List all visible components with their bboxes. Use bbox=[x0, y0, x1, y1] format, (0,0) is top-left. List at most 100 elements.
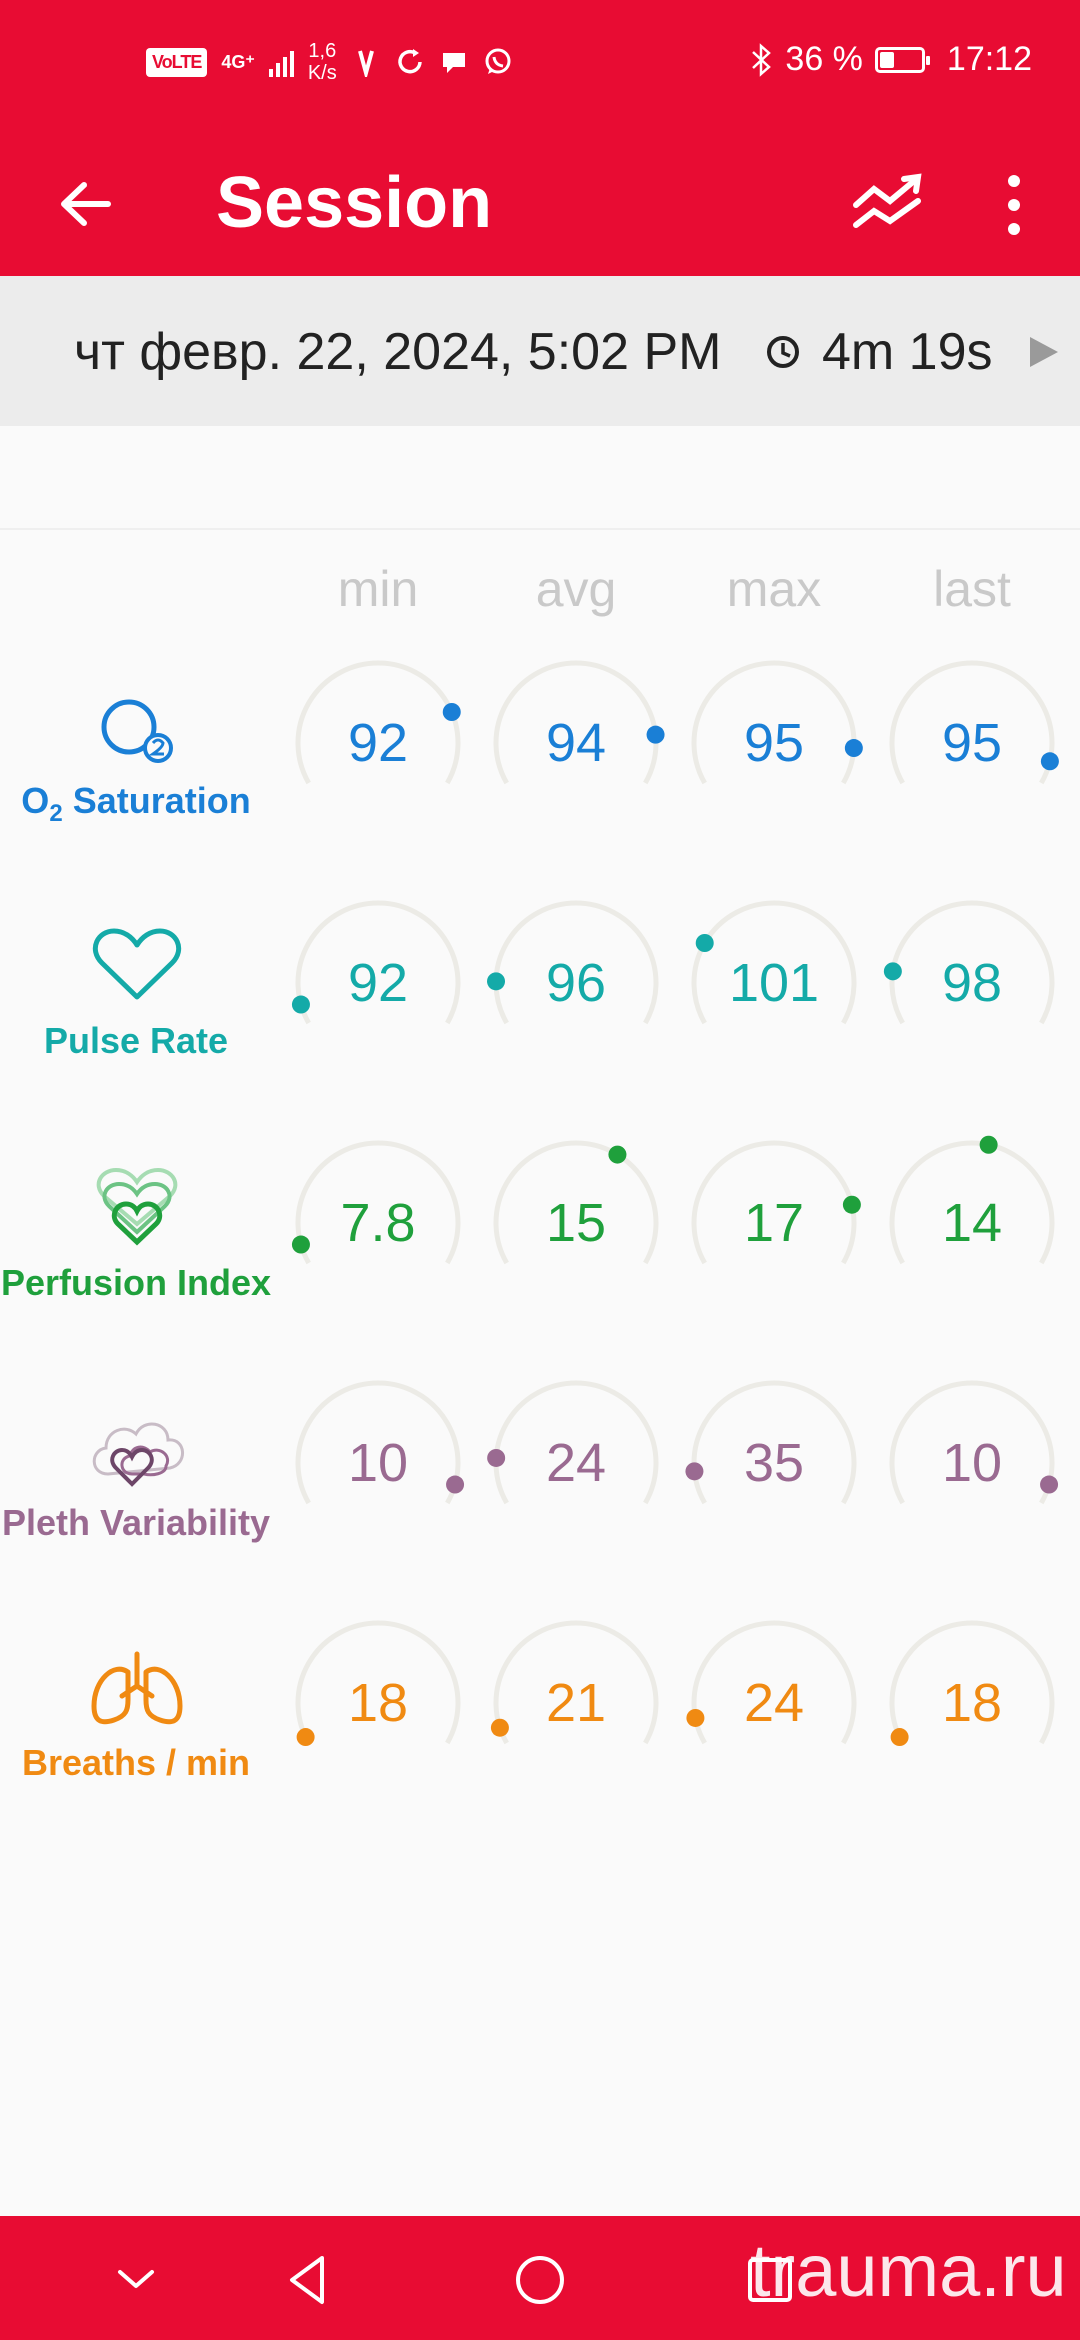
gauge-value: 18 bbox=[941, 1673, 1003, 1733]
speed-value: 1,6 bbox=[308, 40, 337, 62]
more-vert-icon[interactable] bbox=[984, 167, 1044, 243]
gauge-arc bbox=[889, 660, 1059, 785]
column-header-max: max bbox=[726, 561, 822, 617]
gauge-min: 7.8 bbox=[291, 1138, 463, 1308]
gauge-last: 14 bbox=[887, 1135, 1057, 1308]
gauge-marker bbox=[296, 1728, 315, 1747]
lungs-icon bbox=[91, 1651, 183, 1725]
battery-percent: 36 % bbox=[785, 40, 863, 78]
gauge-value: 15 bbox=[545, 1193, 607, 1253]
gauge-arc bbox=[889, 1620, 1055, 1747]
watermark: trauma.ru bbox=[750, 2229, 1067, 2312]
sync-icon bbox=[398, 49, 422, 74]
gauge-max: 24 bbox=[686, 1618, 859, 1788]
gauge-marker bbox=[1040, 752, 1059, 771]
metric-label-pulse-rate: Pulse Rate bbox=[43, 1020, 229, 1061]
column-header-avg: avg bbox=[535, 561, 617, 617]
gauge-track bbox=[295, 1140, 461, 1265]
o2-subscript: 2 bbox=[49, 800, 63, 828]
gauge-marker bbox=[844, 739, 863, 758]
network-type: 4G⁺ bbox=[221, 51, 255, 72]
gauge-value: 10 bbox=[347, 1433, 409, 1493]
gauge-value: 92 bbox=[347, 713, 409, 773]
gauge-track bbox=[889, 1620, 1055, 1745]
page-title: Session bbox=[216, 163, 493, 243]
network-speed: 1,6 K/s bbox=[308, 40, 337, 84]
gauge-arc bbox=[490, 1620, 659, 1745]
gauge-marker bbox=[487, 972, 506, 991]
gauge-arc bbox=[691, 660, 863, 785]
gauge-arc bbox=[889, 1135, 1055, 1265]
heart-icon bbox=[92, 928, 182, 1000]
app-bar: Session bbox=[0, 133, 1080, 276]
gauge-marker bbox=[646, 725, 665, 744]
gauge-marker bbox=[490, 1718, 509, 1737]
divider bbox=[0, 528, 1080, 530]
gauge-arc bbox=[487, 900, 659, 1025]
gauge-value: 92 bbox=[347, 953, 409, 1013]
session-info-bar[interactable]: чт февр. 22, 2024, 5:02 PM 4m 19s bbox=[0, 276, 1080, 426]
back-arrow-icon[interactable] bbox=[52, 171, 118, 237]
gauge-value: 24 bbox=[743, 1673, 805, 1733]
gauge-last: 98 bbox=[883, 898, 1057, 1068]
session-date: чт февр. 22, 2024, 5:02 PM bbox=[74, 323, 722, 381]
gauge-arc bbox=[487, 1380, 659, 1505]
signal-icon bbox=[268, 47, 294, 77]
gauge-arc bbox=[295, 1380, 465, 1505]
gauge-last: 10 bbox=[887, 1378, 1059, 1548]
play-icon[interactable] bbox=[1022, 332, 1062, 372]
gauge-marker bbox=[685, 1462, 704, 1481]
recents-square-icon[interactable] bbox=[742, 2252, 798, 2308]
home-circle-icon[interactable] bbox=[512, 2252, 568, 2308]
gauge-arc bbox=[493, 660, 665, 785]
clock-time: 17:12 bbox=[946, 40, 1032, 78]
gauge-max: 17 bbox=[689, 1138, 861, 1308]
gauge-arc bbox=[686, 1620, 857, 1745]
gauge-marker bbox=[442, 702, 461, 721]
trend-icon[interactable] bbox=[848, 161, 932, 245]
column-header-min: min bbox=[337, 561, 419, 617]
back-triangle-icon[interactable] bbox=[282, 2252, 338, 2308]
whatsapp-icon bbox=[485, 48, 511, 74]
pleth-icon bbox=[92, 1422, 184, 1487]
gauge-marker bbox=[608, 1145, 627, 1164]
gauge-avg: 15 bbox=[491, 1138, 661, 1308]
gauge-value: 7.8 bbox=[340, 1193, 416, 1253]
perfusion-icon bbox=[96, 1167, 178, 1246]
gauge-arc bbox=[493, 1140, 659, 1265]
gauge-track bbox=[691, 1380, 857, 1505]
chat-bubble-icon bbox=[442, 53, 465, 73]
o2-prefix: O bbox=[21, 780, 50, 821]
volte-badge: VoLTE bbox=[146, 47, 208, 77]
o2-icon bbox=[101, 699, 173, 763]
gauge-arc bbox=[691, 900, 857, 1025]
gauge-track bbox=[889, 660, 1055, 785]
gauge-value: 24 bbox=[545, 1433, 607, 1493]
gauge-value: 10 bbox=[941, 1433, 1003, 1493]
gauge-track bbox=[295, 660, 461, 785]
gauge-marker bbox=[842, 1195, 861, 1214]
gauge-value: 18 bbox=[347, 1673, 409, 1733]
gauge-value: 98 bbox=[941, 953, 1003, 1013]
battery-icon bbox=[874, 46, 930, 73]
gauge-value: 14 bbox=[941, 1193, 1003, 1253]
gauge-arc bbox=[685, 1380, 857, 1505]
gauge-arc bbox=[291, 900, 461, 1025]
gauge-min: 18 bbox=[293, 1618, 463, 1788]
v-app-icon bbox=[357, 50, 374, 77]
gauge-value: 17 bbox=[743, 1193, 805, 1253]
gauge-marker bbox=[1040, 1475, 1059, 1494]
gauge-max: 95 bbox=[689, 658, 863, 828]
status-bar: VoLTE 4G⁺ 1,6 K/s 36 % 17:12 bbox=[0, 0, 1080, 133]
gauge-track bbox=[691, 1140, 857, 1265]
gauge-avg: 96 bbox=[487, 898, 661, 1068]
gauge-track bbox=[295, 1380, 461, 1505]
gauge-value: 94 bbox=[545, 713, 607, 773]
clock-icon bbox=[767, 336, 799, 368]
metric-label-o2-saturation: O2 Saturation bbox=[0, 780, 272, 828]
gauge-marker bbox=[686, 1708, 705, 1727]
gauge-track bbox=[691, 900, 857, 1025]
gauge-value: 21 bbox=[545, 1673, 607, 1733]
gauge-marker bbox=[979, 1135, 998, 1154]
collapse-icon[interactable] bbox=[108, 2252, 164, 2308]
